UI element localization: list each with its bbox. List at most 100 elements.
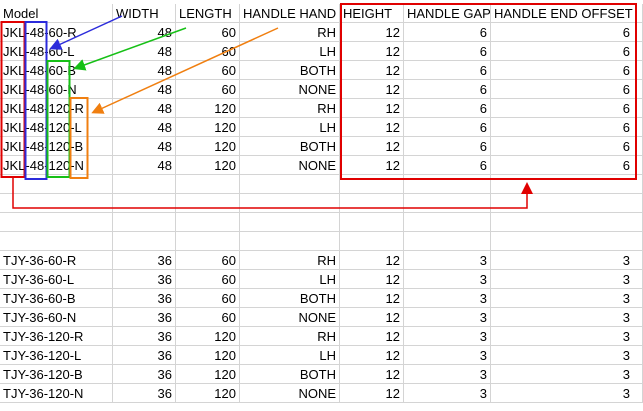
cell-length[interactable]: 120 <box>176 156 240 175</box>
cell-length[interactable]: 60 <box>176 23 240 42</box>
empty-cell[interactable] <box>404 213 491 232</box>
cell-height[interactable]: 12 <box>340 99 404 118</box>
cell-model[interactable]: JKL-48-120-L <box>0 118 113 137</box>
cell-handle-end-offset[interactable]: 6 <box>491 137 643 156</box>
cell-handle-end-offset[interactable]: 6 <box>491 80 643 99</box>
cell-handle-hand[interactable]: RH <box>240 23 340 42</box>
cell-handle-gap[interactable]: 3 <box>404 308 491 327</box>
cell-length[interactable]: 120 <box>176 137 240 156</box>
cell-handle-hand[interactable]: LH <box>240 270 340 289</box>
cell-handle-end-offset[interactable]: 3 <box>491 384 643 403</box>
empty-cell[interactable] <box>340 213 404 232</box>
cell-handle-end-offset[interactable]: 6 <box>491 42 643 61</box>
cell-handle-gap[interactable]: 6 <box>404 156 491 175</box>
cell-handle-hand[interactable]: BOTH <box>240 365 340 384</box>
cell-model[interactable]: JKL-48-120-B <box>0 137 113 156</box>
cell-model[interactable]: TJY-36-120-R <box>0 327 113 346</box>
cell-handle-hand[interactable]: NONE <box>240 308 340 327</box>
cell-handle-end-offset[interactable]: 3 <box>491 365 643 384</box>
cell-handle-hand[interactable]: NONE <box>240 80 340 99</box>
cell-model[interactable]: TJY-36-60-B <box>0 289 113 308</box>
header-handle-hand[interactable]: HANDLE HAND <box>240 4 340 23</box>
cell-height[interactable]: 12 <box>340 42 404 61</box>
cell-width[interactable]: 48 <box>113 42 176 61</box>
cell-width[interactable]: 48 <box>113 23 176 42</box>
cell-length[interactable]: 60 <box>176 251 240 270</box>
cell-handle-hand[interactable]: LH <box>240 346 340 365</box>
cell-handle-hand[interactable]: RH <box>240 327 340 346</box>
cell-model[interactable]: JKL-48-60-L <box>0 42 113 61</box>
header-length[interactable]: LENGTH <box>176 4 240 23</box>
empty-cell[interactable] <box>240 232 340 251</box>
empty-cell[interactable] <box>113 213 176 232</box>
header-handle-gap[interactable]: HANDLE GAP <box>404 4 491 23</box>
cell-handle-hand[interactable]: RH <box>240 251 340 270</box>
cell-handle-end-offset[interactable]: 6 <box>491 118 643 137</box>
cell-handle-hand[interactable]: BOTH <box>240 289 340 308</box>
empty-cell[interactable] <box>491 194 643 213</box>
cell-height[interactable]: 12 <box>340 270 404 289</box>
cell-width[interactable]: 48 <box>113 137 176 156</box>
cell-height[interactable]: 12 <box>340 137 404 156</box>
cell-width[interactable]: 48 <box>113 99 176 118</box>
cell-handle-end-offset[interactable]: 3 <box>491 308 643 327</box>
cell-width[interactable]: 36 <box>113 346 176 365</box>
empty-cell[interactable] <box>176 194 240 213</box>
cell-width[interactable]: 36 <box>113 289 176 308</box>
cell-handle-gap[interactable]: 3 <box>404 365 491 384</box>
cell-length[interactable]: 120 <box>176 99 240 118</box>
empty-cell[interactable] <box>0 194 113 213</box>
cell-handle-gap[interactable]: 6 <box>404 61 491 80</box>
cell-handle-gap[interactable]: 6 <box>404 118 491 137</box>
cell-model[interactable]: TJY-36-60-L <box>0 270 113 289</box>
empty-cell[interactable] <box>113 194 176 213</box>
empty-cell[interactable] <box>176 232 240 251</box>
cell-width[interactable]: 48 <box>113 156 176 175</box>
cell-length[interactable]: 120 <box>176 327 240 346</box>
cell-length[interactable]: 60 <box>176 80 240 99</box>
cell-length[interactable]: 120 <box>176 384 240 403</box>
cell-width[interactable]: 48 <box>113 80 176 99</box>
cell-handle-gap[interactable]: 6 <box>404 99 491 118</box>
cell-handle-hand[interactable]: RH <box>240 99 340 118</box>
empty-cell[interactable] <box>491 175 643 194</box>
empty-cell[interactable] <box>404 175 491 194</box>
cell-width[interactable]: 36 <box>113 270 176 289</box>
cell-handle-end-offset[interactable]: 3 <box>491 327 643 346</box>
empty-cell[interactable] <box>491 232 643 251</box>
empty-cell[interactable] <box>404 232 491 251</box>
cell-height[interactable]: 12 <box>340 308 404 327</box>
cell-handle-gap[interactable]: 3 <box>404 384 491 403</box>
cell-model[interactable]: TJY-36-60-R <box>0 251 113 270</box>
cell-width[interactable]: 36 <box>113 327 176 346</box>
cell-height[interactable]: 12 <box>340 118 404 137</box>
cell-length[interactable]: 60 <box>176 308 240 327</box>
empty-cell[interactable] <box>113 175 176 194</box>
cell-length[interactable]: 120 <box>176 365 240 384</box>
cell-model[interactable]: JKL-48-120-N <box>0 156 113 175</box>
cell-height[interactable]: 12 <box>340 346 404 365</box>
empty-cell[interactable] <box>340 194 404 213</box>
cell-model[interactable]: TJY-36-120-N <box>0 384 113 403</box>
cell-width[interactable]: 36 <box>113 365 176 384</box>
cell-height[interactable]: 12 <box>340 61 404 80</box>
cell-handle-end-offset[interactable]: 3 <box>491 251 643 270</box>
cell-model[interactable]: JKL-48-60-R <box>0 23 113 42</box>
cell-height[interactable]: 12 <box>340 384 404 403</box>
cell-width[interactable]: 36 <box>113 251 176 270</box>
cell-model[interactable]: TJY-36-120-L <box>0 346 113 365</box>
cell-handle-gap[interactable]: 6 <box>404 23 491 42</box>
cell-handle-gap[interactable]: 6 <box>404 137 491 156</box>
cell-model[interactable]: JKL-48-120-R <box>0 99 113 118</box>
cell-model[interactable]: TJY-36-120-B <box>0 365 113 384</box>
cell-handle-hand[interactable]: BOTH <box>240 137 340 156</box>
header-model[interactable]: Model <box>0 4 113 23</box>
empty-cell[interactable] <box>404 194 491 213</box>
cell-handle-end-offset[interactable]: 3 <box>491 346 643 365</box>
cell-handle-hand[interactable]: LH <box>240 118 340 137</box>
empty-cell[interactable] <box>0 175 113 194</box>
empty-cell[interactable] <box>176 213 240 232</box>
cell-handle-gap[interactable]: 3 <box>404 270 491 289</box>
cell-length[interactable]: 60 <box>176 270 240 289</box>
empty-cell[interactable] <box>0 232 113 251</box>
